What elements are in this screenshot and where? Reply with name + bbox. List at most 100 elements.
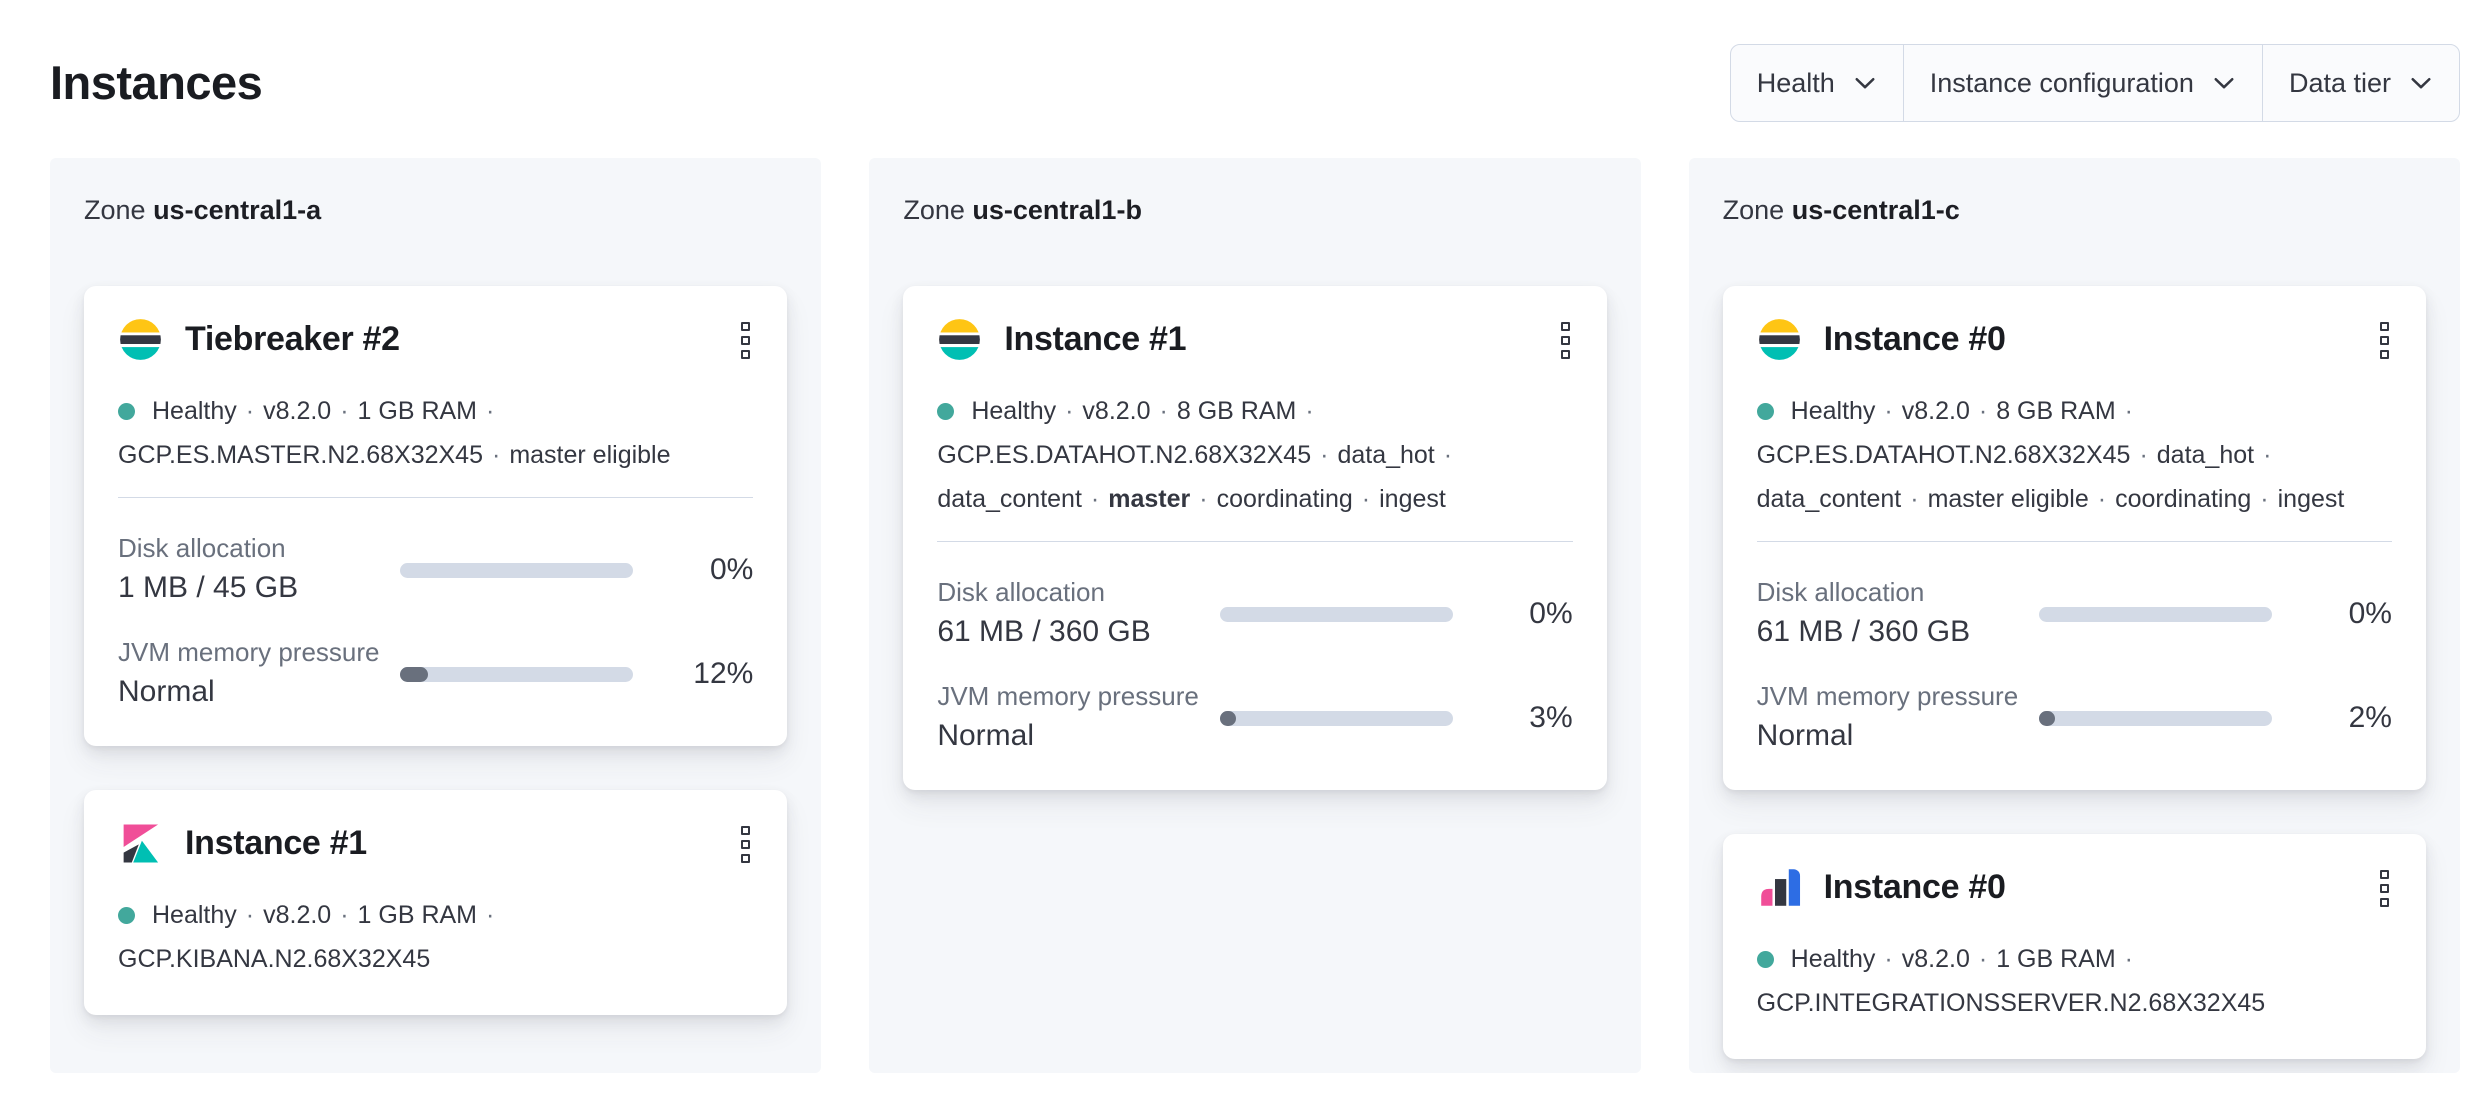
zone-panel-us-central1-c: Zone us-central1-c Instance #0 Healthy · v8.… — [1688, 158, 2460, 1073]
integrations-server-logo-icon — [1757, 865, 1802, 910]
instance-menu-button[interactable] — [738, 822, 753, 867]
status-text: GCP.ES.MASTER.N2.68X32X45 — [118, 441, 483, 469]
zone-panel-us-central1-b: Zone us-central1-b Instance #1 Healthy · v8.… — [869, 158, 1641, 1073]
disk-allocation-bar — [1219, 606, 1453, 622]
chevron-down-icon — [2214, 77, 2234, 89]
status-line: data_content · master eligible · coordinatin… — [1757, 477, 2392, 521]
separator-dot: · — [492, 441, 501, 469]
metric-label: Disk allocation — [1756, 577, 1925, 607]
health-dot — [118, 907, 135, 924]
jvm-memory-pressure-row: JVM memory pressure Normal 12% — [118, 636, 753, 712]
status-text: data_hot — [2156, 441, 2255, 469]
disk-allocation-row: Disk allocation 61 MB / 360 GB 0% — [1757, 576, 2392, 652]
status-text: master eligible — [1927, 485, 2089, 513]
separator-dot: · — [1910, 485, 1919, 513]
metric-label: Disk allocation — [937, 577, 1105, 607]
metric-text: JVM memory pressure Normal — [118, 636, 390, 712]
status-line: Healthy · v8.2.0 · 8 GB RAM · — [1756, 389, 2392, 433]
separator-dot: · — [1978, 397, 1988, 425]
instance-menu-button[interactable] — [2377, 866, 2392, 911]
status-text: ingest — [1379, 485, 1446, 513]
status-text: coordinating — [1216, 485, 1353, 513]
zones-grid: Zone us-central1-a Tiebreaker #2 Healthy · v… — [50, 158, 2460, 1073]
jvm-memory-pressure-bar — [1219, 710, 1453, 726]
separator-dot: · — [245, 397, 255, 425]
jvm-memory-pressure-row: JVM memory pressure Normal 2% — [1757, 680, 2392, 756]
instance-menu-button[interactable] — [2377, 318, 2392, 363]
bar-fill — [1219, 710, 1236, 726]
instance-card-header: Instance #1 — [118, 820, 753, 867]
instance-title: Tiebreaker #2 — [185, 320, 400, 358]
status-text: GCP.ES.DATAHOT.N2.68X32X45 — [937, 441, 1312, 469]
status-line: Healthy · v8.2.0 · 1 GB RAM · — [1756, 937, 2392, 981]
card-divider — [1756, 541, 2392, 542]
status-text: coordinating — [2115, 485, 2252, 513]
health-dot — [1756, 951, 1774, 968]
metric-percent: 12% — [693, 657, 754, 690]
instance-status: Healthy · v8.2.0 · 8 GB RAM · GCP.ES.DATAHOT.N… — [1756, 389, 2392, 521]
metric-label: JVM memory pressure — [937, 681, 1199, 711]
status-text: data_hot — [1337, 441, 1435, 469]
instance-status: Healthy · v8.2.0 · 1 GB RAM · GCP.KIBANA.N2.68… — [118, 893, 753, 981]
disk-allocation-bar — [400, 562, 634, 578]
instance-metrics: Disk allocation 61 MB / 360 GB 0% JVM memor… — [937, 576, 1572, 756]
instance-metrics: Disk allocation 61 MB / 360 GB 0% JVM memor… — [1757, 576, 2392, 756]
instance-card: Instance #1 Healthy · v8.2.0 · 1 GB RAM · GCP.K… — [84, 790, 788, 1015]
separator-dot: · — [1159, 397, 1168, 425]
status-text: GCP.KIBANA.N2.68X32X45 — [118, 945, 431, 973]
status-text: ingest — [2277, 485, 2345, 513]
zone-label: Zone us-central1-c — [1723, 194, 2426, 226]
metric-text: JVM memory pressure Normal — [1757, 680, 2029, 756]
disk-allocation-row: Disk allocation 1 MB / 45 GB 0% — [118, 532, 753, 608]
status-line: data_content · master · coordinating · ingest — [937, 477, 1572, 521]
jvm-memory-pressure-bar — [400, 666, 634, 682]
metric-value: Normal — [1756, 719, 1854, 752]
separator-dot: · — [2124, 945, 2133, 973]
elasticsearch-logo-icon — [937, 317, 982, 362]
status-line: GCP.ES.DATAHOT.N2.68X32X45 · data_hot · — [1757, 433, 2392, 477]
card-divider — [937, 541, 1573, 542]
separator-dot: · — [486, 397, 495, 425]
metric-label: JVM memory pressure — [1756, 681, 2019, 711]
chevron-down-icon — [1855, 77, 1875, 89]
metric-percent: 0% — [2348, 597, 2392, 630]
status-text: v8.2.0 — [263, 397, 332, 425]
boxes-vertical-icon — [2379, 870, 2389, 907]
status-text: data_content — [1756, 485, 1902, 513]
status-line: Healthy · v8.2.0 · 1 GB RAM · — [118, 893, 753, 937]
status-text: Healthy — [1790, 945, 1876, 973]
metric-value: Normal — [937, 719, 1035, 752]
filter-data-tier-button[interactable]: Data tier — [2261, 45, 2459, 121]
metric-text: Disk allocation 61 MB / 360 GB — [1757, 576, 2029, 652]
status-text: 1 GB RAM — [1996, 945, 2116, 973]
instance-status: Healthy · v8.2.0 · 8 GB RAM · GCP.ES.DATAHOT.N… — [937, 389, 1572, 521]
instance-card-header: Instance #1 — [937, 316, 1572, 363]
status-text: data_content — [937, 485, 1082, 513]
instance-menu-button[interactable] — [738, 318, 753, 363]
separator-dot: · — [1065, 397, 1074, 425]
status-line: Healthy · v8.2.0 · 8 GB RAM · — [937, 389, 1572, 433]
metric-value: 61 MB / 360 GB — [937, 615, 1151, 648]
instance-menu-button[interactable] — [1558, 318, 1573, 363]
status-text: GCP.ES.DATAHOT.N2.68X32X45 — [1756, 441, 2131, 469]
separator-dot: · — [2139, 441, 2148, 469]
status-text: GCP.INTEGRATIONSSERVER.N2.68X32X45 — [1756, 989, 2266, 1017]
separator-dot: · — [1305, 397, 1314, 425]
status-text: v8.2.0 — [1901, 397, 1970, 425]
instance-title: Instance #1 — [1004, 320, 1187, 358]
status-text: 8 GB RAM — [1176, 397, 1297, 425]
metric-percent: 3% — [1529, 701, 1573, 734]
boxes-vertical-icon — [741, 322, 751, 359]
disk-allocation-row: Disk allocation 61 MB / 360 GB 0% — [937, 576, 1572, 652]
elasticsearch-logo-icon — [1757, 317, 1802, 362]
instance-card-header: Instance #0 — [1757, 864, 2392, 911]
filter-health-button[interactable]: Health — [1731, 45, 1903, 121]
metric-percent: 2% — [2348, 701, 2392, 734]
metric-label: JVM memory pressure — [118, 637, 380, 667]
separator-dot: · — [1443, 441, 1453, 469]
status-line: GCP.INTEGRATIONSSERVER.N2.68X32X45 — [1757, 981, 2392, 1025]
filter-instance-configuration-button[interactable]: Instance configuration — [1902, 45, 2262, 121]
instance-title: Instance #0 — [1823, 320, 2006, 358]
kibana-logo-icon — [118, 821, 163, 866]
separator-dot: · — [1884, 397, 1893, 425]
